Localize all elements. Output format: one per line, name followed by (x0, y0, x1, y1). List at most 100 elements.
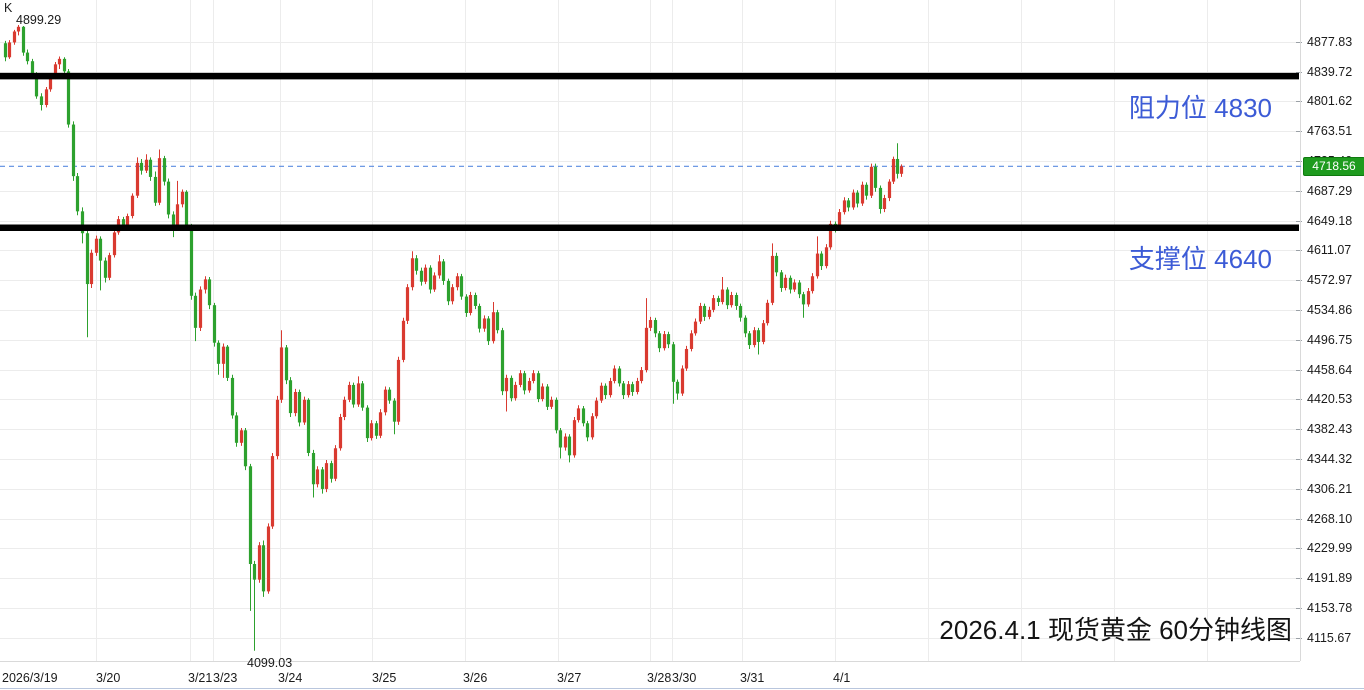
candle-body (513, 384, 518, 399)
candle-body (284, 347, 289, 381)
candle-body (333, 448, 338, 479)
candle-body (39, 96, 44, 105)
candle-body (608, 381, 613, 396)
candle-body (774, 255, 779, 273)
candle-body (175, 204, 180, 226)
candle-body (851, 192, 856, 208)
x-axis-label: 3/31 (740, 671, 765, 685)
candle-body (212, 305, 217, 343)
candle-body (85, 233, 90, 285)
candle-body (450, 287, 455, 302)
candle-body (324, 463, 329, 489)
candle-body (666, 334, 671, 345)
candle-body (374, 423, 379, 436)
candle-body (135, 162, 140, 196)
candle-body (468, 295, 473, 313)
candle-body (689, 333, 694, 349)
candle-body (716, 298, 721, 303)
candle-body (239, 430, 244, 443)
candle-body (792, 282, 797, 290)
candle-body (747, 333, 752, 346)
candle-body (180, 191, 185, 205)
candle-body (207, 279, 212, 306)
candle-body (756, 330, 761, 342)
candle-body (48, 76, 53, 90)
candle-body (491, 312, 496, 342)
candle-body (860, 184, 865, 204)
candle-body (57, 58, 62, 65)
candle-body (423, 267, 428, 282)
candle-body (563, 436, 568, 448)
y-axis-label: 4534.86 (1307, 303, 1353, 317)
candle-body (288, 380, 293, 414)
candle-body (864, 184, 869, 196)
candle-body (635, 381, 640, 392)
x-axis-label: 3/23 (213, 671, 238, 685)
candle-body (112, 232, 117, 256)
candle-body (387, 389, 392, 401)
candle-body (869, 166, 874, 196)
candle-body (302, 399, 307, 423)
candle-body (234, 415, 239, 443)
candle-body (94, 238, 99, 253)
candle-body (356, 383, 361, 405)
x-axis-label: 2026/3/19 (2, 671, 58, 685)
candle-body (270, 456, 275, 527)
candle-body (801, 294, 806, 305)
y-axis-label: 4191.89 (1307, 571, 1353, 585)
candle-body (590, 416, 595, 438)
candle-body (486, 318, 491, 342)
candle-body (193, 295, 198, 328)
candle-body (392, 400, 397, 422)
candle-body (630, 384, 635, 392)
candle-body (243, 430, 248, 467)
candle-body (698, 305, 703, 322)
candle-body (567, 436, 572, 456)
x-axis-label: 3/24 (278, 671, 303, 685)
x-axis-label: 3/21 (188, 671, 213, 685)
candle-body (815, 253, 820, 277)
candle-body (3, 43, 8, 58)
candle-body (153, 176, 158, 203)
candle-body (707, 309, 712, 317)
candle-body (279, 347, 284, 400)
candle-body (554, 399, 559, 431)
candle-body (671, 344, 676, 382)
candle-body (626, 384, 631, 396)
candle-body (639, 370, 644, 382)
candle-body (437, 261, 442, 276)
y-axis-label: 4763.51 (1307, 124, 1353, 138)
y-axis-label: 4306.21 (1307, 482, 1353, 496)
y-axis-label: 4115.67 (1307, 631, 1352, 645)
candle-body (617, 368, 622, 384)
candle-body (30, 61, 35, 75)
candle-body (80, 211, 85, 234)
candle-body (752, 330, 757, 346)
candle-body (12, 31, 17, 43)
y-axis-label: 4572.97 (1307, 273, 1353, 287)
candle-body (895, 158, 900, 174)
x-axis-label: 3/27 (557, 671, 582, 685)
candle-body (66, 71, 71, 125)
candle-body (459, 276, 464, 297)
candle-body (729, 295, 734, 306)
candle-body (599, 385, 604, 401)
candle-body (675, 381, 680, 394)
candle-body (347, 384, 352, 400)
candle-body (166, 181, 171, 215)
candle-body (315, 469, 320, 485)
candle-body (878, 187, 883, 209)
y-axis-label: 4649.18 (1307, 214, 1353, 228)
x-axis-label: 3/28 (647, 671, 672, 685)
candle-body (549, 399, 554, 407)
chart-caption: 2026.4.1 现货黄金 60分钟线图 (939, 615, 1292, 645)
candle-body (711, 298, 716, 310)
candle-body (441, 261, 446, 281)
candle-body (891, 158, 896, 182)
candle-body (558, 430, 563, 448)
candle-body (396, 359, 401, 422)
candle-body (531, 373, 536, 382)
candle-body (545, 386, 550, 407)
